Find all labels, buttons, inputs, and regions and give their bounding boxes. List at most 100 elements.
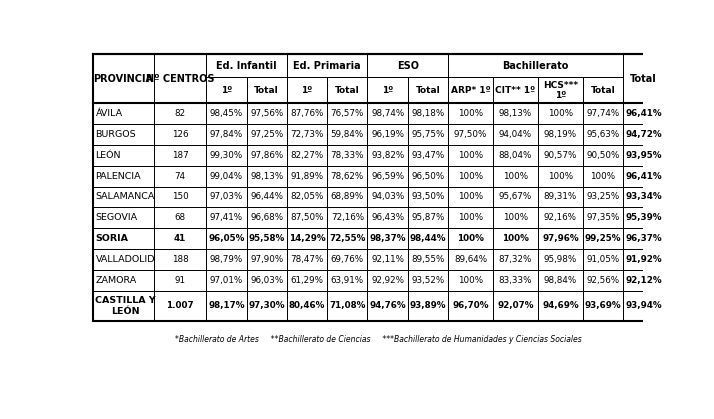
Text: 95,98%: 95,98% <box>544 255 577 264</box>
Text: 90,57%: 90,57% <box>544 151 577 160</box>
Bar <box>623 186 663 207</box>
Text: 98,84%: 98,84% <box>544 276 577 285</box>
Bar <box>287 228 327 249</box>
Text: 96,43%: 96,43% <box>371 213 404 222</box>
Text: SEGOVIA: SEGOVIA <box>96 213 138 222</box>
Bar <box>206 186 246 207</box>
Text: 187: 187 <box>171 151 188 160</box>
Bar <box>623 166 663 186</box>
Bar <box>154 290 206 321</box>
Text: 95,75%: 95,75% <box>411 130 445 139</box>
Bar <box>623 124 663 145</box>
Text: 93,69%: 93,69% <box>585 301 621 310</box>
Bar <box>408 228 448 249</box>
Text: 100%: 100% <box>548 172 573 181</box>
Bar <box>154 166 206 186</box>
Bar <box>408 77 448 103</box>
Text: 188: 188 <box>171 255 188 264</box>
Text: 97,50%: 97,50% <box>454 130 487 139</box>
Text: 97,84%: 97,84% <box>210 130 243 139</box>
Bar <box>368 290 408 321</box>
Text: 89,55%: 89,55% <box>411 255 445 264</box>
Bar <box>246 249 287 270</box>
Text: 97,25%: 97,25% <box>250 130 283 139</box>
Text: 89,64%: 89,64% <box>454 255 487 264</box>
Bar <box>287 54 368 77</box>
Bar <box>623 103 663 124</box>
Text: 96,41%: 96,41% <box>625 109 662 118</box>
Text: 93,50%: 93,50% <box>411 192 445 202</box>
Text: Total: Total <box>335 86 360 95</box>
Text: 87,50%: 87,50% <box>291 213 323 222</box>
Bar <box>623 270 663 290</box>
Text: 100%: 100% <box>503 213 528 222</box>
Bar <box>246 207 287 228</box>
Bar <box>246 103 287 124</box>
Text: 93,82%: 93,82% <box>371 151 404 160</box>
Bar <box>93 270 154 290</box>
Text: 98,13%: 98,13% <box>250 172 283 181</box>
Bar <box>583 166 623 186</box>
Bar <box>408 290 448 321</box>
Bar <box>408 145 448 166</box>
Bar <box>493 186 538 207</box>
Text: 93,25%: 93,25% <box>586 192 620 202</box>
Bar <box>448 228 493 249</box>
Text: 92,92%: 92,92% <box>371 276 404 285</box>
Text: 80,46%: 80,46% <box>289 301 325 310</box>
Text: 96,59%: 96,59% <box>371 172 404 181</box>
Text: 74: 74 <box>174 172 186 181</box>
Text: 72,55%: 72,55% <box>329 234 366 243</box>
Bar <box>206 103 246 124</box>
Bar <box>287 166 327 186</box>
Text: 93,95%: 93,95% <box>625 151 662 160</box>
Bar <box>583 103 623 124</box>
Bar <box>154 145 206 166</box>
Bar <box>538 186 583 207</box>
Text: SALAMANCA: SALAMANCA <box>96 192 155 202</box>
Text: 95,67%: 95,67% <box>499 192 532 202</box>
Bar <box>287 186 327 207</box>
Text: 1º: 1º <box>221 86 232 95</box>
Text: 95,87%: 95,87% <box>411 213 445 222</box>
Bar <box>93 54 663 321</box>
Bar <box>327 145 368 166</box>
Bar <box>408 166 448 186</box>
Text: ESO: ESO <box>397 61 419 71</box>
Text: 41: 41 <box>174 234 186 243</box>
Text: Bachillerato: Bachillerato <box>503 61 569 71</box>
Text: 94,76%: 94,76% <box>369 301 406 310</box>
Bar <box>583 77 623 103</box>
Bar <box>623 249 663 270</box>
Bar <box>538 77 583 103</box>
Text: 78,47%: 78,47% <box>291 255 323 264</box>
Text: VALLADOLID: VALLADOLID <box>96 255 155 264</box>
Text: 126: 126 <box>171 130 188 139</box>
Bar <box>493 290 538 321</box>
Text: 98,13%: 98,13% <box>499 109 532 118</box>
Bar <box>448 270 493 290</box>
Bar <box>538 249 583 270</box>
Bar <box>448 290 493 321</box>
Text: 100%: 100% <box>590 172 615 181</box>
Text: 98,74%: 98,74% <box>371 109 404 118</box>
Bar <box>287 290 327 321</box>
Bar <box>493 270 538 290</box>
Text: 91,89%: 91,89% <box>291 172 323 181</box>
Text: 97,35%: 97,35% <box>586 213 620 222</box>
Text: 93,94%: 93,94% <box>625 301 662 310</box>
Text: 97,30%: 97,30% <box>248 301 285 310</box>
Text: 96,41%: 96,41% <box>625 172 662 181</box>
Bar <box>368 77 408 103</box>
Text: 98,44%: 98,44% <box>410 234 446 243</box>
Bar <box>287 249 327 270</box>
Bar <box>287 145 327 166</box>
Text: Nº CENTROS: Nº CENTROS <box>146 74 214 84</box>
Text: SORIA: SORIA <box>96 234 129 243</box>
Text: 98,17%: 98,17% <box>208 301 245 310</box>
Bar <box>246 290 287 321</box>
Text: 94,72%: 94,72% <box>625 130 662 139</box>
Text: ZAMORA: ZAMORA <box>96 276 136 285</box>
Bar <box>623 54 663 103</box>
Bar <box>368 249 408 270</box>
